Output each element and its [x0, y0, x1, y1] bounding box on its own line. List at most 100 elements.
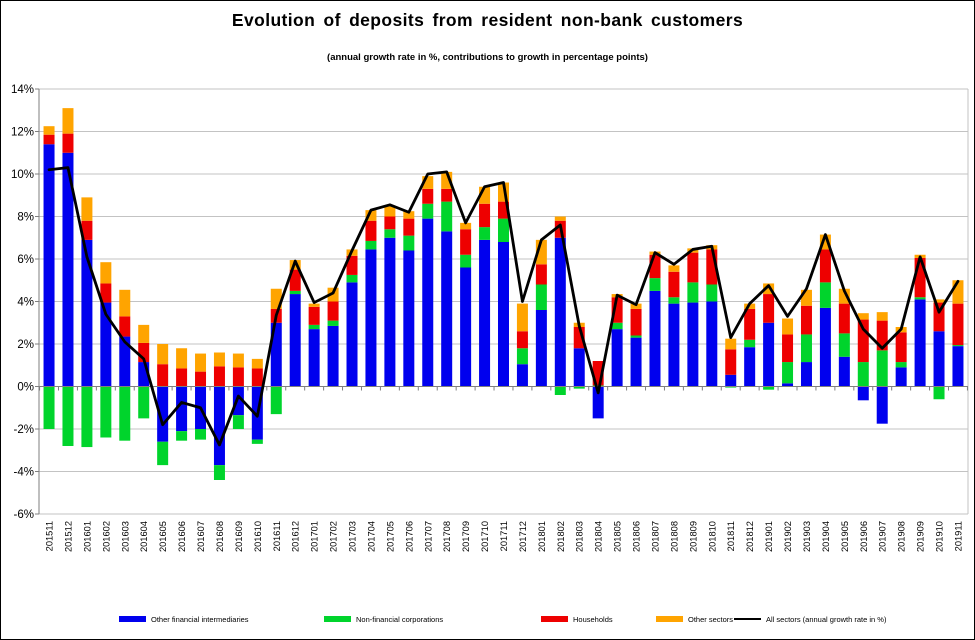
legend-label: Households: [573, 614, 613, 624]
x-axis-tick-label: 201901: [764, 521, 774, 552]
bar-segment-non-financial-corporations: [876, 350, 888, 387]
bar-segment-other-sectors: [498, 182, 509, 202]
bar-segment-households: [933, 302, 945, 332]
bar-segment-other-sectors: [100, 262, 112, 284]
bar-segment-households: [176, 368, 188, 387]
y-axis-tick-label: 14%: [11, 84, 34, 96]
legend-label: Other financial intermediaries: [151, 614, 249, 624]
bar-segment-other-financial-intermediaries: [763, 322, 775, 387]
legend-label: All sectors (annual growth rate in %): [766, 614, 887, 624]
bar-segment-households: [308, 306, 320, 325]
bar-segment-households: [100, 283, 112, 303]
x-axis-tick-label: 201612: [291, 521, 301, 552]
bar-segment-households: [535, 264, 547, 285]
bar-segment-households: [668, 271, 680, 298]
legend-color-swatch: [541, 616, 568, 622]
bar-segment-households: [327, 301, 339, 321]
x-axis-tick-label: 201902: [783, 521, 793, 552]
x-axis-tick-label: 201602: [101, 521, 111, 552]
x-axis-tick-label: 201706: [404, 521, 414, 552]
bar-segment-non-financial-corporations: [573, 386, 585, 389]
bar-segment-other-financial-intermediaries: [384, 237, 396, 387]
bar-segment-non-financial-corporations: [270, 386, 282, 415]
bar-segment-other-financial-intermediaries: [838, 356, 850, 387]
bar-segment-other-sectors: [308, 303, 320, 307]
bar-segment-non-financial-corporations: [630, 335, 642, 338]
x-axis-tick-label: 201702: [329, 521, 339, 552]
bar-segment-households: [838, 303, 850, 334]
bar-segment-other-financial-intermediaries: [327, 325, 339, 387]
bar-segment-households: [479, 203, 491, 228]
x-axis-tick-label: 201908: [897, 521, 907, 552]
x-axis-tick-label: 201811: [726, 521, 736, 551]
x-axis-tick-label: 201608: [215, 521, 225, 552]
x-axis-tick-label: 201611: [272, 521, 282, 551]
bar-segment-non-financial-corporations: [100, 386, 112, 438]
bar-segment-non-financial-corporations: [176, 431, 188, 441]
bar-segment-other-financial-intermediaries: [43, 144, 55, 387]
bar-segment-non-financial-corporations: [365, 240, 377, 250]
bar-segment-non-financial-corporations: [213, 465, 225, 480]
bar-segment-other-sectors: [800, 289, 812, 306]
bar-segment-other-financial-intermediaries: [100, 302, 112, 387]
bar-segment-other-sectors: [176, 348, 188, 369]
bar-segment-non-financial-corporations: [157, 441, 169, 466]
bar-segment-non-financial-corporations: [649, 278, 661, 291]
bar-segment-other-sectors: [819, 234, 831, 250]
x-axis-tick-label: 201709: [461, 521, 471, 552]
bar-segment-other-sectors: [157, 344, 169, 365]
bar-segment-other-financial-intermediaries: [176, 386, 188, 432]
bar-segment-households: [365, 220, 377, 241]
legend-color-swatch: [119, 616, 146, 622]
bar-segment-other-financial-intermediaries: [346, 282, 358, 387]
bar-segment-other-financial-intermediaries: [800, 362, 812, 387]
bar-segment-non-financial-corporations: [384, 229, 396, 238]
bar-segment-non-financial-corporations: [782, 362, 794, 384]
x-axis-tick-label: 201809: [688, 521, 698, 552]
bar-segment-non-financial-corporations: [857, 362, 869, 387]
bar-segment-other-financial-intermediaries: [232, 386, 244, 416]
x-axis-tick-label: 201701: [310, 521, 320, 552]
bar-segment-other-financial-intermediaries: [895, 367, 907, 387]
x-axis-tick-label: 201511: [45, 521, 55, 551]
bar-segment-other-financial-intermediaries: [611, 329, 623, 387]
bar-segment-other-financial-intermediaries: [308, 329, 320, 387]
bar-segment-non-financial-corporations: [441, 201, 453, 232]
bar-segment-other-financial-intermediaries: [441, 231, 453, 387]
total-growth-line: [47, 166, 960, 447]
bar-segment-other-financial-intermediaries: [857, 386, 869, 401]
bar-segment-households: [706, 249, 718, 285]
x-axis-tick-label: 201911: [953, 521, 963, 551]
bar-segment-other-financial-intermediaries: [554, 237, 566, 387]
bar-segment-households: [213, 366, 225, 387]
bar-segment-other-sectors: [251, 358, 263, 369]
legend-item-all-sectors-annual-growth-rate-in-: All sectors (annual growth rate in %): [734, 613, 886, 625]
bar-segment-other-financial-intermediaries: [535, 310, 547, 387]
bar-segment-non-financial-corporations: [933, 386, 945, 400]
bar-segment-non-financial-corporations: [800, 334, 812, 363]
x-axis-tick-label: 201711: [499, 521, 509, 551]
bar-segment-non-financial-corporations: [43, 386, 55, 429]
bar-segment-households: [876, 320, 888, 351]
bar-segment-other-sectors: [270, 288, 282, 309]
bar-segment-other-sectors: [213, 352, 225, 367]
bar-segment-other-financial-intermediaries: [516, 364, 528, 387]
bar-segment-other-sectors: [138, 324, 150, 343]
legend-color-swatch: [656, 616, 683, 622]
bar-segment-households: [81, 220, 93, 240]
bar-segment-other-financial-intermediaries: [819, 307, 831, 387]
x-axis-tick-label: 201604: [139, 521, 149, 552]
bar-segment-other-financial-intermediaries: [213, 386, 225, 466]
bar-segment-other-financial-intermediaries: [289, 294, 301, 387]
x-axis-tick-label: 201802: [556, 521, 566, 552]
chart-subtitle: (annual growth rate in %, contributions …: [327, 52, 648, 63]
bar-segment-other-sectors: [43, 126, 55, 135]
bar-segment-other-financial-intermediaries: [668, 303, 680, 387]
bar-segment-other-sectors: [933, 299, 945, 303]
bar-segment-non-financial-corporations: [346, 274, 358, 283]
chart-legend: Other financial intermediaries Non-financ…: [1, 613, 974, 635]
bar-segment-households: [800, 305, 812, 335]
bar-segment-non-financial-corporations: [687, 282, 699, 303]
bar-segment-households: [498, 201, 509, 219]
bar-segment-non-financial-corporations: [498, 218, 509, 242]
